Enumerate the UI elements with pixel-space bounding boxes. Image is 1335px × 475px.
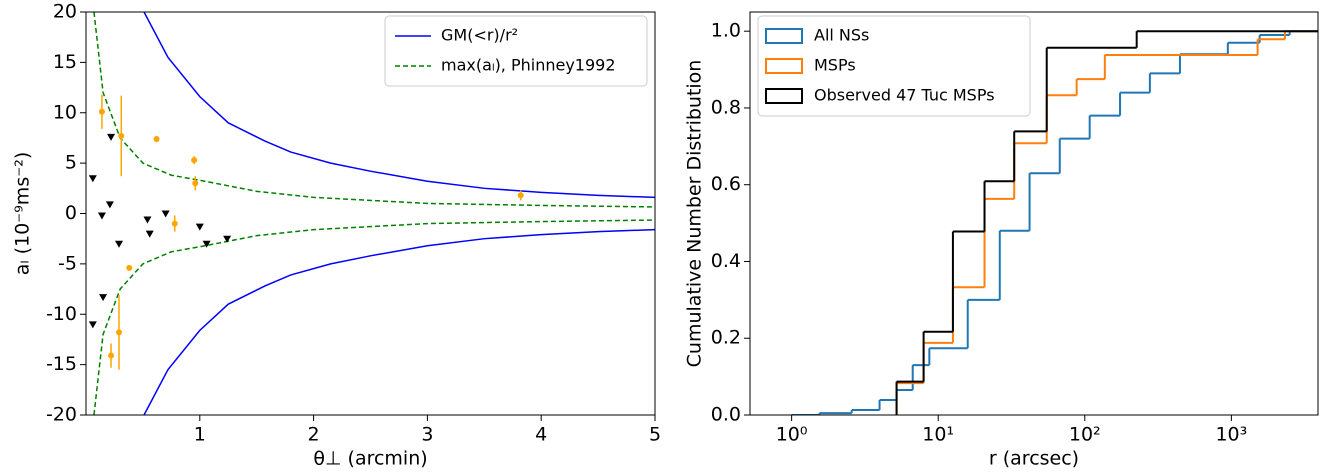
upper-limit (202, 240, 211, 248)
legend-swatch (765, 88, 803, 104)
x-tick-label: 4 (535, 424, 547, 446)
data-point (98, 108, 105, 115)
x-axis-label: r (arcsec) (989, 448, 1079, 470)
y-tick-label: -15 (46, 353, 77, 375)
curve (93, 219, 655, 415)
x-tick-label: 2 (308, 424, 320, 446)
y-tick-label: 0.6 (711, 173, 741, 195)
x-tick-label: 3 (421, 424, 433, 446)
axes-frame (85, 11, 656, 416)
y-axis-label: aₗ (10⁻⁹ms⁻²) (12, 152, 34, 276)
legend-label: MSPs (814, 56, 856, 75)
legend-label: max(aₗ), Phinney1992 (441, 56, 616, 75)
y-tick-label: -20 (46, 404, 77, 426)
x-tick-label: 10³ (1215, 424, 1247, 446)
x-tick-label: 10¹ (922, 424, 954, 446)
y-tick-label: 0.4 (711, 250, 741, 272)
y-tick-label: 0 (65, 202, 77, 224)
legend-swatch (765, 28, 803, 44)
y-tick-label: 0.2 (711, 327, 741, 349)
upper-limit (88, 321, 97, 329)
y-axis-label: Cumulative Number Distribution (684, 60, 706, 368)
x-tick-label: 10² (1069, 424, 1101, 446)
y-tick-label: 1.0 (711, 20, 741, 42)
data-point (191, 157, 198, 164)
x-tick-label: 5 (649, 424, 661, 446)
data-point (171, 220, 178, 227)
upper-limit (105, 201, 114, 209)
y-tick-label: 15 (53, 51, 77, 73)
legend-label: All NSs (814, 26, 869, 45)
axes-frame (749, 11, 1319, 416)
legend-label: Observed 47 Tuc MSPs (814, 86, 995, 105)
data-point (118, 132, 125, 139)
upper-limit (107, 133, 116, 141)
plot-area (791, 30, 1318, 415)
x-axis-label: θ⊥ (arcmin) (313, 448, 427, 470)
data-point (108, 352, 115, 359)
legend-box (384, 15, 648, 87)
curve (143, 12, 655, 199)
upper-limit (99, 294, 108, 302)
upper-limit (161, 210, 170, 218)
x-tick-label: 1 (194, 424, 206, 446)
legend-swatch (765, 58, 803, 74)
data-point (116, 329, 123, 336)
upper-limit (88, 175, 97, 183)
y-tick-label: 0.8 (711, 96, 741, 118)
y-tick-label: 0.0 (711, 404, 741, 426)
data-point (517, 192, 524, 199)
upper-limit (143, 216, 152, 224)
y-tick-label: 5 (65, 152, 77, 174)
upper-limit (145, 230, 154, 238)
y-tick-label: 10 (53, 101, 77, 123)
data-point (153, 135, 160, 142)
legend-label: GM(<r)/r² (441, 26, 518, 45)
upper-limit (97, 212, 106, 220)
upper-limit (115, 240, 124, 248)
data-point (192, 180, 199, 187)
y-tick-label: -5 (58, 252, 77, 274)
legend-box (757, 15, 1031, 117)
curve (93, 12, 655, 208)
data-point (126, 264, 133, 271)
upper-limit (195, 223, 204, 231)
y-tick-label: -10 (46, 303, 77, 325)
plot-area (88, 12, 655, 415)
curve (143, 228, 655, 415)
x-tick-label: 10⁰ (776, 424, 808, 446)
y-tick-label: 20 (53, 1, 77, 23)
upper-limit (223, 235, 232, 243)
